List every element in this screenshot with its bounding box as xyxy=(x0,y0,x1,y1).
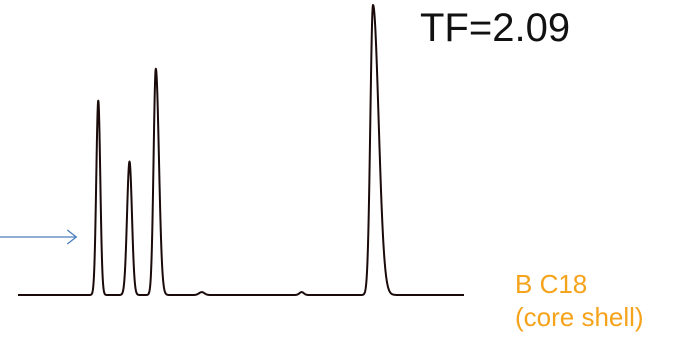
column-label: B C18 (core shell) xyxy=(515,268,644,334)
chromatogram-trace xyxy=(17,4,465,296)
column-name-label: B C18 xyxy=(515,269,588,299)
pointer-arrow-head xyxy=(66,229,78,245)
column-type-label: (core shell) xyxy=(515,302,644,332)
tailing-factor-label: TF=2.09 xyxy=(420,6,571,50)
plot-area xyxy=(0,4,465,296)
